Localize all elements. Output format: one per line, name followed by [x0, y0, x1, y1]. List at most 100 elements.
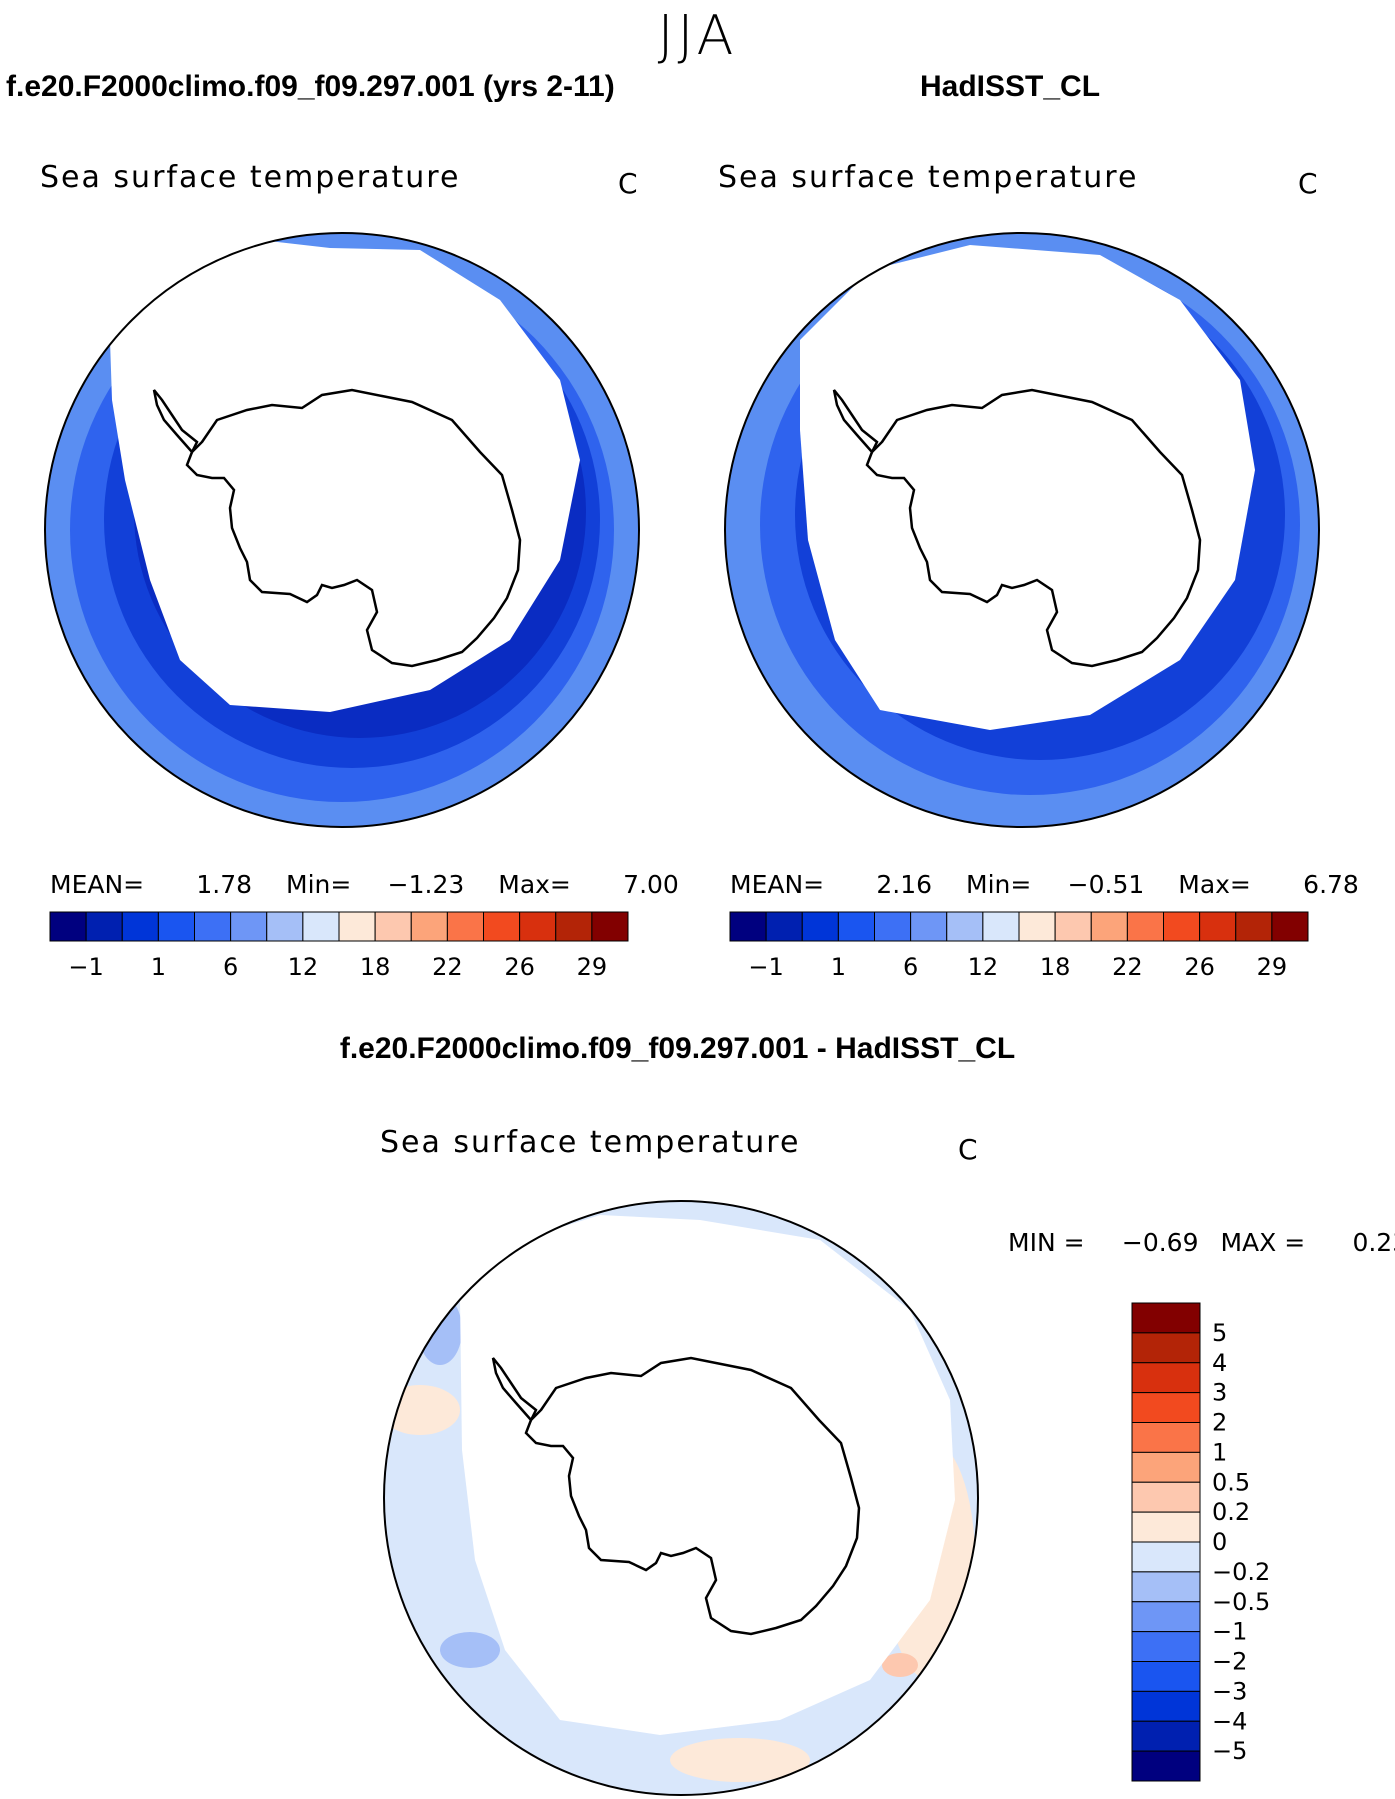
colorbar-b-swatch [1054, 911, 1092, 942]
colorbar-a-swatch [591, 911, 629, 942]
colorbar-diff-swatch [1131, 1720, 1201, 1752]
colorbar-diff-tick-label: −4 [1212, 1707, 1247, 1735]
panel2-min-value: −0.51 [1067, 870, 1145, 899]
colorbar-b-swatch [1126, 911, 1164, 942]
colorbar-b-tick-label: 22 [1112, 953, 1143, 981]
colorbar-b-swatch [874, 911, 912, 942]
colorbar-diff-tick-label: −2 [1212, 1648, 1247, 1676]
colorbar-b-swatch [982, 911, 1020, 942]
panel1-min-value: −1.23 [387, 870, 465, 899]
diff-stats: MIN = −0.69 MAX = 0.23 [1008, 1228, 1395, 1257]
colorbar-b-tick-label: 26 [1184, 953, 1215, 981]
colorbar-diff-tick-label: 1 [1212, 1438, 1227, 1466]
colorbar-a-swatch [519, 911, 557, 942]
colorbar-b-tick-label: 29 [1257, 953, 1288, 981]
colorbar-diff-swatch [1131, 1631, 1201, 1662]
colorbar-diff-tick-label: 0 [1212, 1528, 1227, 1556]
colorbar-b-swatch [1235, 911, 1273, 942]
colorbar-b-swatch [1271, 911, 1309, 942]
colorbar-a-swatch [194, 911, 232, 942]
panel1-mean-label: MEAN= [50, 870, 145, 899]
panel1-max-value: 7.00 [623, 870, 679, 899]
colorbar-a-tick-label: 1 [151, 953, 166, 981]
colorbar-diff-swatch [1131, 1362, 1201, 1394]
panel2-units: C [1298, 167, 1318, 200]
map-c-diff-neg2-2 [440, 1632, 500, 1668]
colorbar-diff-tick-label: −3 [1212, 1677, 1247, 1705]
colorbar-a-tick-label: 29 [577, 953, 608, 981]
panel1-max-label: Max= [498, 870, 571, 899]
map-c-diff-pos-3 [670, 1738, 810, 1782]
colorbar-b-tick-label: 18 [1040, 953, 1071, 981]
map-c-diff-pos2-1 [882, 1653, 918, 1677]
diff-max-label: MAX = [1220, 1228, 1306, 1257]
colorbar-b-tick-label: 12 [968, 953, 999, 981]
colorbar-a-swatch [374, 911, 412, 942]
colorbar-diff-swatch [1131, 1422, 1201, 1453]
colorbar-a-tick-label: 18 [360, 953, 391, 981]
panel1-stats: MEAN= 1.78 Min= −1.23 Max= 7.00 [50, 870, 679, 899]
colorbar-b-swatch [1090, 911, 1128, 942]
colorbar-diff-swatch [1131, 1511, 1201, 1543]
colorbar-diff-swatch [1131, 1451, 1201, 1483]
colorbar-b-swatch [1018, 911, 1056, 942]
panel1-variable-title: Sea surface temperature [40, 160, 461, 195]
panel1-case-title: f.e20.F2000climo.f09_f09.297.001 (yrs 2-… [6, 70, 615, 103]
colorbar-diff-swatch [1131, 1541, 1201, 1573]
colorbar-a-swatch [121, 911, 159, 942]
map-b-sea-ice [800, 245, 1255, 730]
colorbar-b-tick-label: 6 [903, 953, 918, 981]
colorbar-diff-tick-label: 0.2 [1212, 1498, 1250, 1526]
diff-variable-title: Sea surface temperature [380, 1125, 801, 1160]
colorbar-b-swatch [765, 911, 803, 942]
colorbar-a-swatch [410, 911, 448, 942]
colorbar-diff-swatch [1131, 1481, 1201, 1513]
colorbar-b-tick-label: 1 [831, 953, 846, 981]
panel1-min-label: Min= [286, 870, 352, 899]
colorbar-a-tick-label: 12 [288, 953, 319, 981]
colorbar-b-swatch [729, 911, 767, 942]
map-a-boundary [44, 232, 640, 828]
colorbar-diff-swatch [1131, 1302, 1201, 1334]
colorbar-a-swatch [555, 911, 593, 942]
diff-min-value: −0.69 [1121, 1228, 1199, 1257]
colorbar-diff-swatch [1131, 1392, 1201, 1423]
diff-units: C [958, 1133, 978, 1166]
map-c-boundary [383, 1200, 979, 1796]
colorbar-b-swatch [910, 911, 948, 942]
diff-max-value: 0.23 [1352, 1228, 1395, 1257]
season-title: JJA [657, 4, 738, 67]
colorbar-diff-tick-label: −1 [1212, 1618, 1247, 1646]
panel1-units: C [618, 167, 638, 200]
colorbar-a-tick-label: 22 [432, 953, 463, 981]
map-a-sea-ice [110, 240, 580, 712]
panel2-mean-value: 2.16 [876, 870, 933, 899]
panel2-variable-title: Sea surface temperature [718, 160, 1139, 195]
obs-sst-map [724, 232, 1320, 828]
colorbar-b-swatch [1163, 911, 1201, 942]
colorbar-diff-tick-label: 4 [1212, 1349, 1227, 1377]
colorbar-a-tick-label: 26 [504, 953, 535, 981]
diff-min-label: MIN = [1008, 1228, 1085, 1257]
panel1-mean-value: 1.78 [196, 870, 253, 899]
colorbar-diff-swatch [1131, 1661, 1201, 1692]
colorbar-a-swatch [230, 911, 268, 942]
diff-case-title: f.e20.F2000climo.f09_f09.297.001 - HadIS… [339, 1032, 1016, 1065]
colorbar-diff-tick-label: 5 [1212, 1319, 1227, 1347]
colorbar-b-swatch [837, 911, 875, 942]
colorbar-a-swatch [302, 911, 340, 942]
colorbar-diff-swatch [1131, 1750, 1201, 1782]
colorbar-diff-tick-label: 3 [1212, 1379, 1227, 1407]
colorbar-diff-tick-label: 2 [1212, 1409, 1227, 1437]
colorbar-diff-tick-label: −0.2 [1212, 1558, 1270, 1586]
panel2-mean-label: MEAN= [730, 870, 825, 899]
colorbar-diff-tick-label: −5 [1212, 1737, 1247, 1765]
diff-sst-map [383, 1200, 979, 1796]
colorbar-diff-swatch [1131, 1571, 1201, 1603]
colorbar-b-tick-label: −1 [748, 953, 783, 981]
colorbar-a-swatch [446, 911, 484, 942]
colorbar-a-swatch [483, 911, 521, 942]
colorbar-diff-swatch [1131, 1690, 1201, 1722]
